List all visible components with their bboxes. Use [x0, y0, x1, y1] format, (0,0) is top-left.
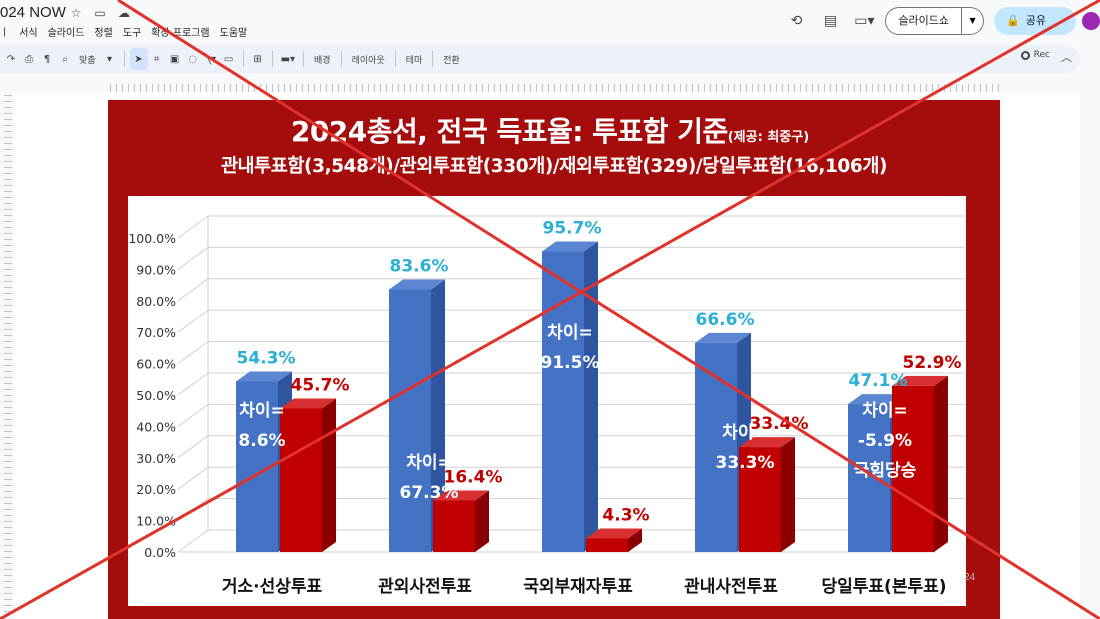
bar-red-side [781, 437, 795, 552]
difference-note: 차이= [406, 453, 452, 473]
y-tick-label: 60.0% [136, 357, 176, 372]
gridline-depth [177, 466, 209, 490]
difference-note: 차이= [547, 323, 593, 343]
data-label-red: 4.3% [602, 505, 649, 525]
y-tick-label: 0.0% [144, 545, 176, 560]
y-tick-label: 10.0% [136, 514, 176, 529]
bar-red-side [322, 398, 336, 552]
bar-blue [542, 251, 584, 552]
gridline-depth [177, 372, 209, 396]
y-tick-label: 40.0% [136, 419, 176, 434]
bar-blue-side [584, 241, 598, 552]
gridline-depth [177, 246, 209, 270]
difference-note: 국힘당승 [854, 460, 917, 481]
bar-red-side [475, 490, 489, 552]
difference-note: 67.3% [400, 483, 459, 503]
bar-red [280, 408, 322, 552]
y-tick-label: 30.0% [136, 451, 176, 466]
gridline-depth [177, 309, 209, 333]
difference-note: 차이= [239, 401, 285, 421]
x-category-label: 당일투표(본투표) [821, 577, 946, 597]
difference-note: 차이= [722, 423, 768, 443]
gridline-depth [177, 341, 209, 365]
difference-note: -5.9% [858, 431, 912, 451]
data-label-blue: 47.1% [849, 371, 908, 391]
bar-red-side [934, 375, 948, 552]
y-tick-label: 100.0% [128, 231, 176, 246]
data-label-blue: 95.7% [543, 219, 602, 239]
y-tick-label: 90.0% [136, 262, 176, 277]
bar-blue [695, 342, 737, 552]
x-category-label: 국외부재자투표 [523, 577, 633, 597]
y-tick-label: 70.0% [136, 325, 176, 340]
page-number: 24 [964, 572, 976, 583]
gridline-depth [177, 435, 209, 459]
data-label-blue: 66.6% [696, 310, 755, 330]
gridline-depth [177, 529, 209, 553]
x-category-label: 관내사전투표 [684, 577, 778, 597]
bar-red [586, 538, 628, 552]
x-category-label: 관외사전투표 [378, 577, 472, 597]
y-tick-label: 20.0% [136, 482, 176, 497]
difference-note: 91.5% [541, 353, 600, 373]
data-label-blue: 54.3% [237, 348, 296, 368]
difference-note: 33.3% [716, 453, 775, 473]
data-label-blue: 83.6% [390, 256, 449, 276]
difference-note: 차이= [862, 401, 908, 421]
bar-red [433, 500, 475, 552]
y-tick-label: 50.0% [136, 388, 176, 403]
difference-note: 8.6% [238, 431, 285, 451]
gridline-depth [177, 215, 209, 239]
bar-blue [389, 289, 431, 552]
x-category-label: 거소·선상투표 [222, 577, 323, 597]
data-label-red: 45.7% [291, 376, 350, 396]
gridline-depth [177, 403, 209, 427]
data-label-red: 52.9% [903, 353, 962, 373]
y-tick-label: 80.0% [136, 294, 176, 309]
gridline-depth [177, 278, 209, 302]
gridline-depth [177, 498, 209, 522]
